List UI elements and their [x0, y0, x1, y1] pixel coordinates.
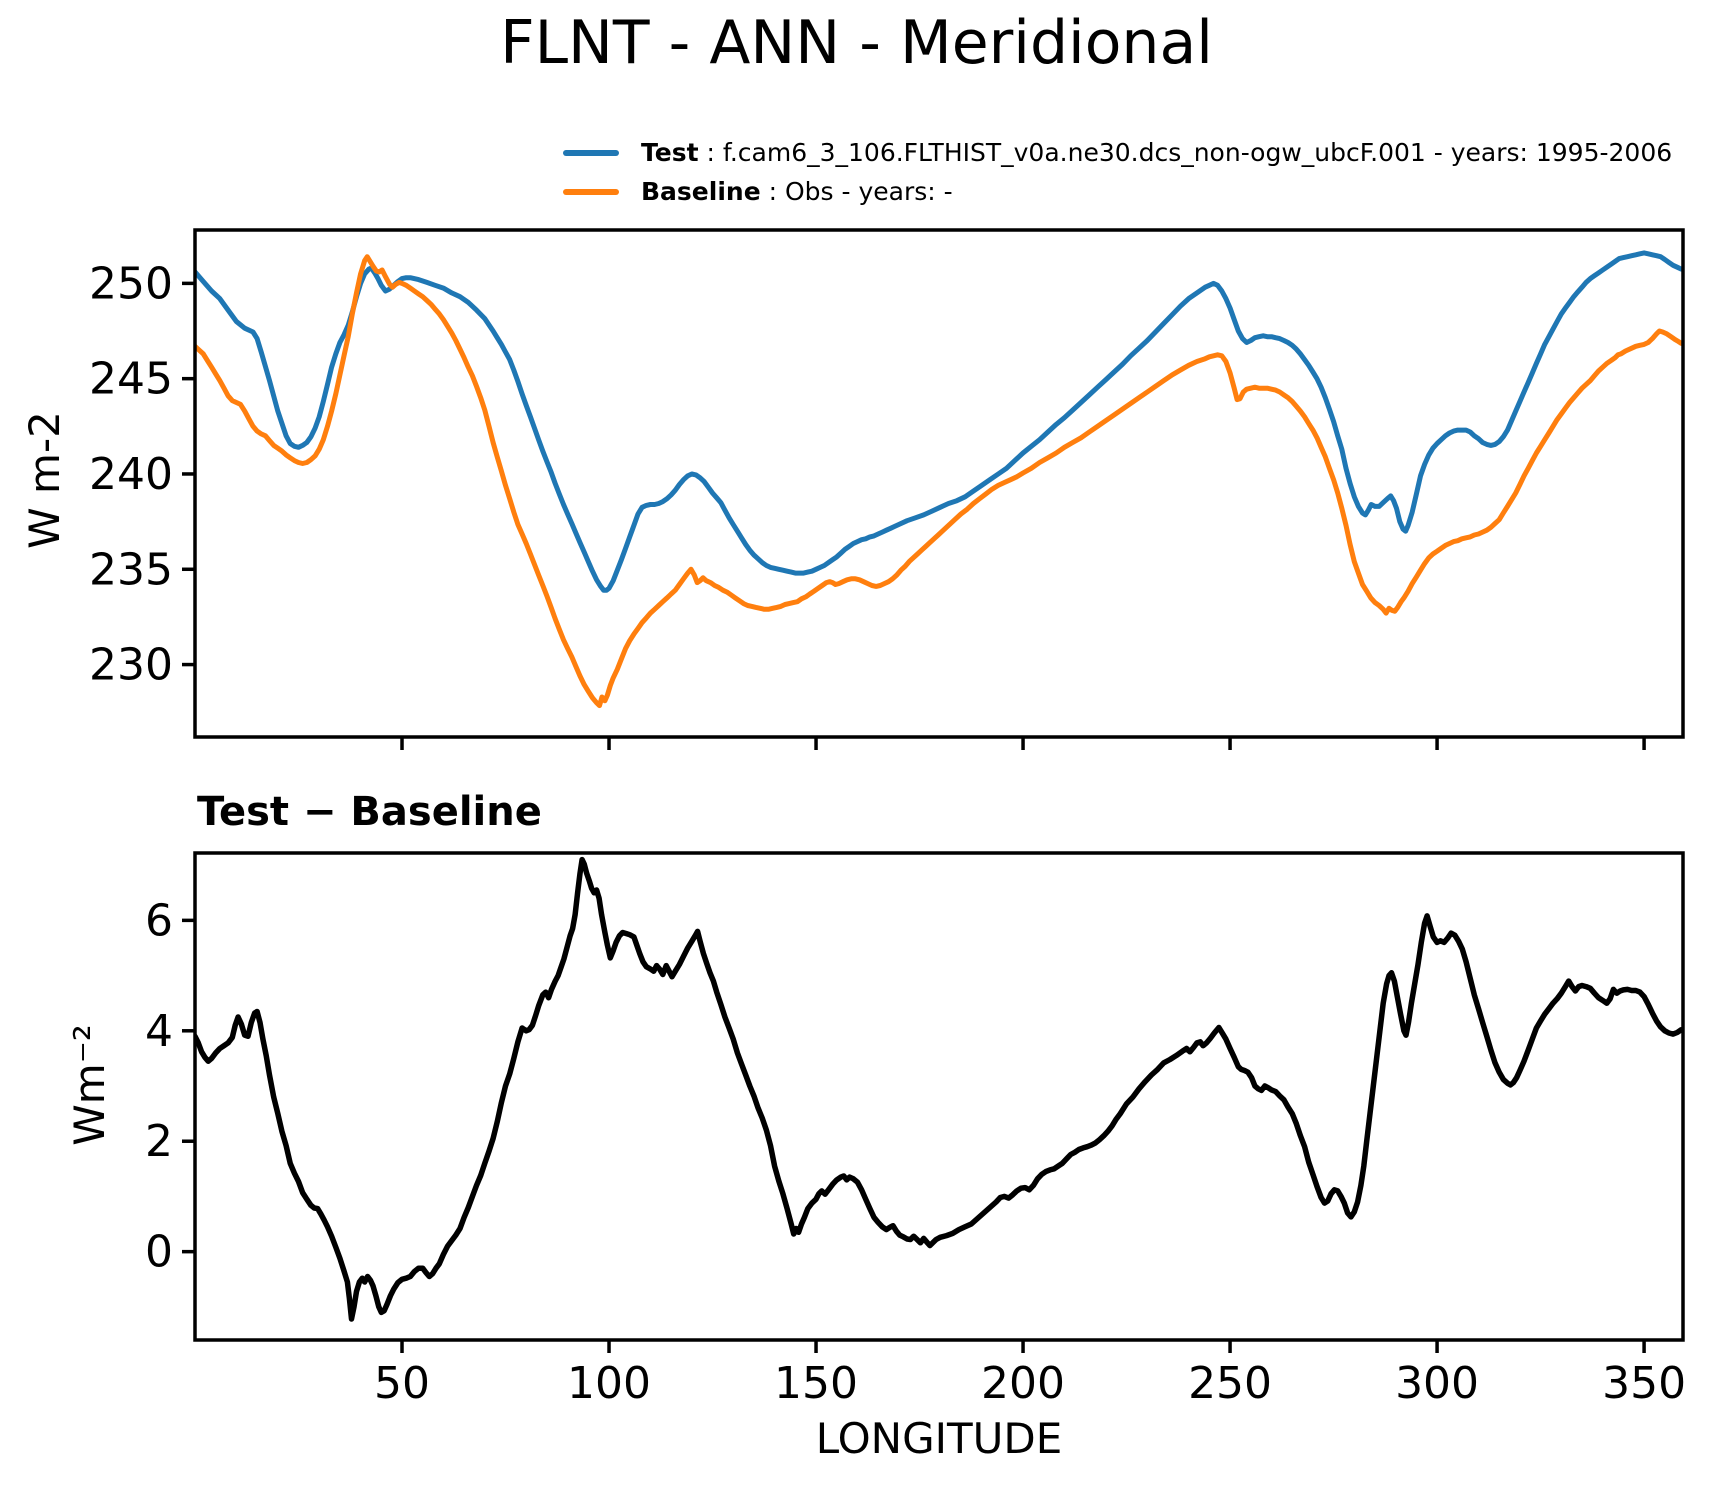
- x-tick-label: 250: [1188, 1358, 1272, 1409]
- y-tick-label: 245: [89, 354, 173, 405]
- bottom-panel: 50 100 150 200 250 300 350 0 2 4 6: [145, 851, 1686, 1409]
- legend-test-desc: : f.cam6_3_106.FLTHIST_v0a.ne30.dcs_non-…: [706, 138, 1673, 167]
- x-axis-label: LONGITUDE: [815, 1414, 1063, 1463]
- baseline-line-swatch: [563, 188, 619, 195]
- y-tick-label: 2: [145, 1116, 173, 1167]
- bottom-panel-title: Test − Baseline: [197, 789, 542, 835]
- x-tick-label: 50: [374, 1358, 430, 1409]
- series-line-baseline: [195, 254, 1683, 709]
- series-group: [195, 250, 1683, 709]
- legend-baseline-desc: : Obs - years: -: [768, 177, 953, 206]
- series-group: [195, 856, 1683, 1322]
- y-tick-label: 0: [145, 1227, 173, 1278]
- y-tick-label: 240: [89, 449, 173, 500]
- legend-test-label: Test: [641, 138, 699, 167]
- test-line-swatch: [563, 149, 619, 156]
- legend-baseline-label: Baseline: [641, 177, 761, 206]
- y-tick-label: 235: [89, 544, 173, 595]
- legend-item-test: Test : f.cam6_3_106.FLTHIST_v0a.ne30.dcs…: [563, 133, 1672, 172]
- y-tick-label: 230: [89, 640, 173, 691]
- y-tick-label: 4: [145, 1006, 173, 1057]
- axes-frame: [193, 228, 1685, 739]
- y-tick-label: 250: [89, 258, 173, 309]
- x-tick-label: 150: [774, 1358, 858, 1409]
- x-tick-label: 200: [981, 1358, 1065, 1409]
- series-line-test: [195, 250, 1683, 593]
- top-panel: 230 235 240 245 250: [89, 228, 1685, 750]
- x-tick-label: 100: [567, 1358, 651, 1409]
- legend-item-baseline: Baseline : Obs - years: -: [563, 172, 1672, 211]
- series-line-test-baseline: [195, 856, 1683, 1322]
- x-tick-label: 350: [1602, 1358, 1686, 1409]
- legend: Test : f.cam6_3_106.FLTHIST_v0a.ne30.dcs…: [563, 133, 1672, 211]
- axes-frame: [193, 851, 1685, 1342]
- y-tick-label: 6: [145, 895, 173, 946]
- chart-title: FLNT - ANN - Meridional: [500, 8, 1213, 78]
- x-tick-label: 300: [1395, 1358, 1479, 1409]
